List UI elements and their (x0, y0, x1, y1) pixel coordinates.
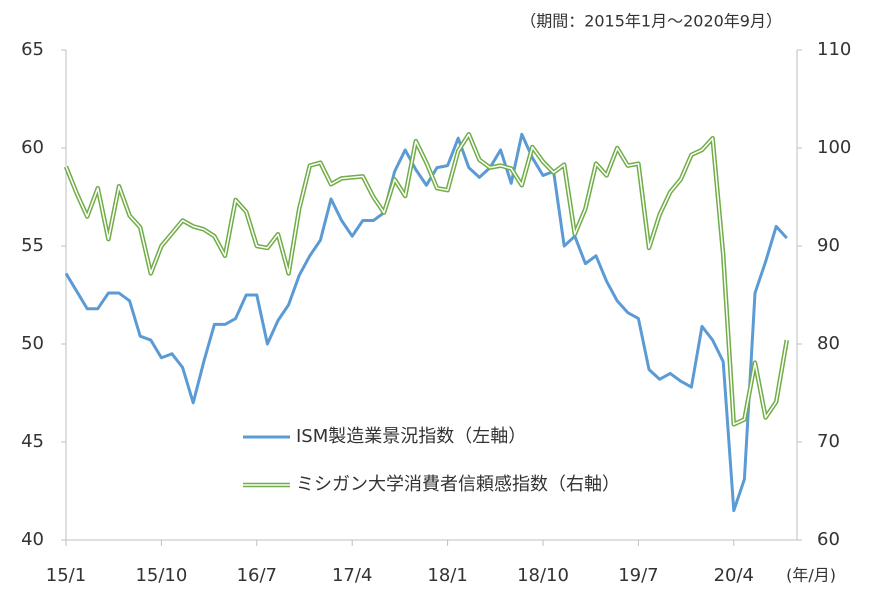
legend-label: ISM製造業景況指数（左軸） (296, 426, 526, 447)
x-tick-label: 18/1 (427, 565, 467, 586)
x-tick-label: 16/7 (237, 565, 277, 586)
y-tick-label: 50 (21, 333, 44, 354)
y-tick-label: 60 (21, 137, 44, 158)
y2-tick-label: 80 (817, 333, 840, 354)
x-tick-label: 18/10 (517, 565, 569, 586)
y2-tick-label: 70 (817, 431, 840, 452)
x-tick-label: 17/4 (332, 565, 372, 586)
y2-tick-label: 60 (817, 529, 840, 550)
x-tick-label: 20/4 (714, 565, 754, 586)
y-tick-label: 55 (21, 235, 44, 256)
y-tick-label: 40 (21, 529, 44, 550)
x-tick-label: 15/1 (46, 565, 86, 586)
y-tick-label: 45 (21, 431, 44, 452)
y2-tick-label: 110 (817, 39, 851, 60)
y-tick-label: 65 (21, 39, 44, 60)
x-axis-label: (年/月) (786, 566, 836, 585)
series-line (64, 132, 788, 513)
legend-label: ミシガン大学消費者信頼感指数（右軸） (296, 474, 620, 495)
chart-subtitle: （期間：2015年1月～2020年9月） (520, 12, 782, 31)
x-tick-label: 15/10 (135, 565, 187, 586)
y2-tick-label: 100 (817, 137, 851, 158)
y2-tick-label: 90 (817, 235, 840, 256)
x-tick-label: 19/7 (618, 565, 658, 586)
series-line-inner (65, 133, 788, 426)
